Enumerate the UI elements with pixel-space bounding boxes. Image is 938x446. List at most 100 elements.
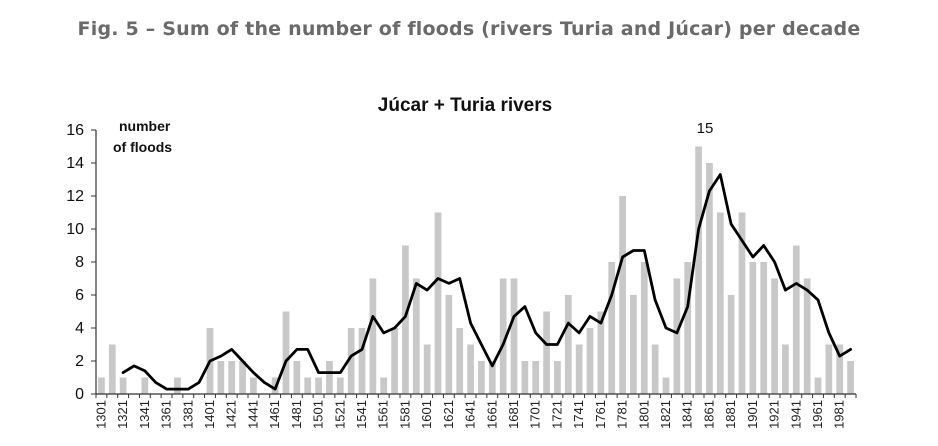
- x-tick-label: 1641: [463, 400, 478, 429]
- bar: [391, 328, 398, 394]
- x-tick-label: 1681: [506, 400, 521, 429]
- bar: [673, 278, 681, 394]
- x-tick-label: 1341: [137, 400, 152, 429]
- bar: [803, 278, 811, 394]
- y-tick-label: 2: [75, 353, 84, 370]
- bar: [478, 361, 485, 394]
- bar: [380, 377, 388, 394]
- bar: [716, 212, 724, 394]
- x-tick-label: 1781: [615, 400, 630, 429]
- x-tick-label: 1661: [484, 400, 499, 429]
- x-tick-label: 1981: [832, 400, 847, 429]
- y-tick-label: 4: [75, 320, 84, 337]
- bar: [98, 377, 105, 394]
- bar: [456, 328, 464, 394]
- bar: [521, 361, 529, 394]
- x-tick-label: 1601: [419, 400, 434, 429]
- x-tick-label: 1321: [115, 400, 130, 429]
- trend-line: [121, 173, 852, 391]
- bar: [684, 262, 692, 394]
- x-tick-label: 1841: [680, 400, 695, 429]
- bar: [564, 295, 572, 394]
- bar: [336, 377, 344, 394]
- bar: [174, 377, 181, 394]
- x-tick-label: 1561: [376, 400, 391, 429]
- x-tick-label: 1881: [723, 400, 738, 429]
- line-series: [121, 173, 852, 391]
- x-tick-label: 1621: [441, 400, 456, 429]
- bar: [412, 278, 420, 394]
- x-axis-ticks: 1301 1321 1341 1361 1381 1401 1421 1441 1461 1481…: [93, 394, 857, 429]
- bar: [771, 278, 778, 394]
- bar: [543, 311, 550, 394]
- bar: [499, 278, 507, 394]
- bar: [727, 295, 735, 394]
- bar: [304, 377, 312, 394]
- x-tick-label: 1941: [788, 400, 803, 429]
- x-tick-label: 1701: [528, 400, 543, 429]
- bar: [662, 377, 670, 394]
- bar: [619, 196, 626, 394]
- x-tick-label: 1481: [289, 400, 304, 429]
- bar: [749, 262, 757, 394]
- x-tick-label: 1421: [224, 400, 239, 429]
- y-tick-label: 16: [66, 122, 84, 139]
- peak-value-label: 15: [697, 120, 714, 137]
- x-tick-label: 1761: [593, 400, 608, 429]
- x-tick-label: 1861: [701, 400, 716, 429]
- bar: [695, 146, 702, 394]
- bar: [630, 295, 637, 394]
- bar: [847, 361, 854, 394]
- bar: [315, 377, 322, 394]
- bar: [217, 361, 225, 394]
- bar: [250, 377, 257, 394]
- bar: [510, 278, 518, 394]
- bar: [586, 328, 594, 394]
- bar: [369, 278, 377, 394]
- bar: [554, 361, 561, 394]
- bar: [239, 361, 246, 394]
- bar: [108, 344, 116, 394]
- bar: [814, 377, 822, 394]
- x-tick-label: 1581: [397, 400, 412, 429]
- x-tick-label: 1741: [571, 400, 586, 429]
- x-tick-label: 1401: [202, 400, 217, 429]
- bar: [782, 344, 789, 394]
- bar: [445, 295, 453, 394]
- x-tick-label: 1361: [159, 400, 174, 429]
- x-tick-label: 1521: [332, 400, 347, 429]
- y-tick-label: 8: [75, 254, 84, 271]
- bar: [608, 262, 616, 394]
- bar: [792, 245, 800, 394]
- x-tick-label: 1541: [354, 400, 369, 429]
- bar-series: [98, 146, 854, 394]
- bar: [738, 212, 746, 394]
- x-tick-label: 1961: [810, 400, 825, 429]
- bar: [282, 311, 290, 394]
- bar: [423, 344, 431, 394]
- bar: [825, 344, 833, 394]
- y-axis-label-line2: of floods: [113, 139, 172, 155]
- bar: [488, 361, 496, 394]
- y-tick-label: 6: [75, 287, 84, 304]
- bar: [467, 344, 474, 394]
- bar: [575, 344, 583, 394]
- bar: [760, 262, 768, 394]
- bar: [597, 311, 605, 394]
- chart-title: Júcar + Turia rivers: [378, 95, 552, 116]
- x-tick-label: 1501: [311, 400, 326, 429]
- y-tick-label: 12: [66, 188, 84, 205]
- bar: [640, 262, 648, 394]
- y-axis-ticks: 0 2 4 6 8 10 12 14 16: [66, 122, 96, 403]
- x-tick-label: 1801: [636, 400, 651, 429]
- bar: [293, 361, 301, 394]
- bar: [141, 377, 149, 394]
- x-tick-label: 1461: [267, 400, 282, 429]
- x-tick-label: 1921: [767, 400, 782, 429]
- bar: [836, 344, 844, 394]
- x-tick-label: 1901: [745, 400, 760, 429]
- bar: [228, 361, 236, 394]
- bar: [651, 344, 659, 394]
- bar: [326, 361, 333, 394]
- bar: [358, 328, 366, 394]
